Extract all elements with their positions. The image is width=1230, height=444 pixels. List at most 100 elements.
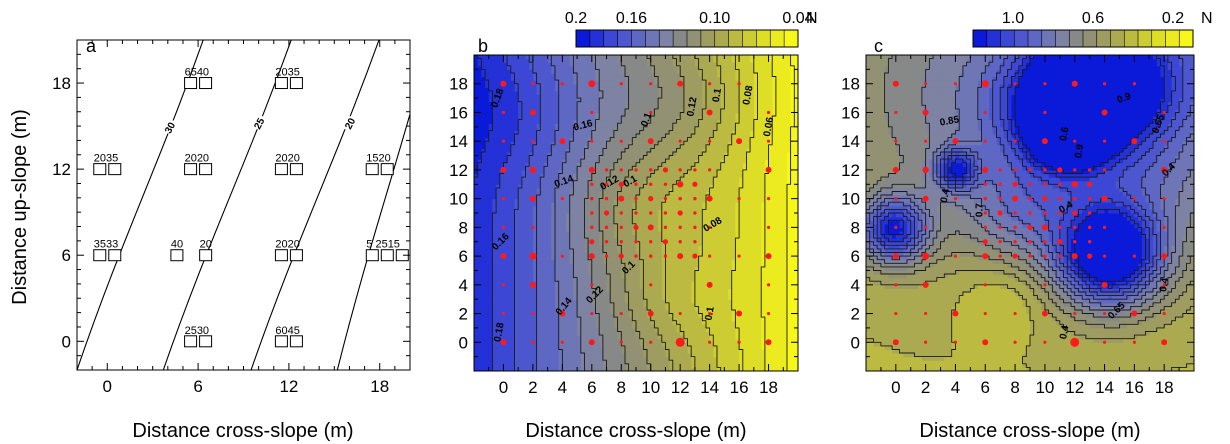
panel-b-cell xyxy=(624,245,630,250)
panel-b-cell xyxy=(551,62,556,67)
panel-b-cell xyxy=(639,58,644,63)
panel-b-cell xyxy=(624,274,630,279)
panel-b-cell xyxy=(481,263,486,268)
panel-b-cell xyxy=(492,80,497,85)
panel-b-cell xyxy=(525,259,530,264)
panel-b-cell xyxy=(525,360,530,365)
panel-b-cell xyxy=(536,209,541,214)
panel-b-cell xyxy=(543,123,549,128)
panel-b-cell xyxy=(584,148,589,153)
panel-b-cell xyxy=(647,248,652,254)
panel-b-cell xyxy=(555,263,560,268)
panel-b-cell xyxy=(536,108,541,114)
panel-b-cell xyxy=(481,101,486,106)
panel-b-cell xyxy=(562,349,567,354)
panel-b-cell xyxy=(588,220,593,225)
panel-b-cell xyxy=(540,220,545,225)
panel-b-cell xyxy=(669,137,674,142)
panel-b-cell xyxy=(661,284,667,290)
panel-b-cell xyxy=(613,342,619,347)
panel-b-cell xyxy=(543,72,549,78)
panel-b-cell xyxy=(606,159,611,164)
panel-b-cell xyxy=(558,148,563,153)
panel-b-cell xyxy=(602,126,608,132)
panel-b-cell xyxy=(492,309,497,315)
panel-b-cell xyxy=(577,363,582,369)
panel-b-cell xyxy=(661,119,667,124)
panel-b-cell xyxy=(566,259,571,264)
panel-b-cell xyxy=(485,238,490,243)
panel-b-cell xyxy=(555,80,560,85)
panel-b-cell xyxy=(610,252,615,257)
panel-b-cell xyxy=(496,119,501,124)
panel-b-cell xyxy=(588,284,593,290)
panel-b-cell xyxy=(595,162,600,167)
panel-b-cell xyxy=(584,353,589,358)
panel-b-cell xyxy=(580,335,586,340)
panel-b-cell xyxy=(521,108,527,114)
panel-b-cell xyxy=(566,112,571,117)
panel-b-cell xyxy=(613,327,619,333)
panel-b-cell xyxy=(514,270,519,275)
panel-b-cell xyxy=(492,76,497,81)
panel-b-cell xyxy=(562,198,567,203)
panel-b-cell xyxy=(558,238,563,243)
panel-b-cell xyxy=(477,69,482,74)
panel-b-cell xyxy=(621,259,626,264)
panel-b-cell xyxy=(632,105,637,110)
panel-b-cell xyxy=(492,241,497,246)
panel-b-cell xyxy=(639,342,644,347)
panel-b-cell xyxy=(672,94,678,99)
panel-b-cell xyxy=(584,58,589,63)
panel-b-cell xyxy=(584,299,589,304)
panel-b-cell xyxy=(650,134,656,139)
panel-b-cell xyxy=(580,274,586,279)
panel-b-cell xyxy=(588,148,593,153)
panel-b-cell xyxy=(562,55,567,60)
panel-b-cell xyxy=(492,216,497,221)
panel-b-cell xyxy=(610,184,615,189)
panel-b-cell xyxy=(488,263,494,268)
panel-b-cell xyxy=(481,248,486,254)
panel-b-cell xyxy=(591,292,597,297)
panel-b-cell xyxy=(617,356,622,361)
panel-b-cell xyxy=(617,345,622,351)
panel-b-cell xyxy=(658,119,663,124)
panel-b-cell xyxy=(507,155,512,160)
panel-b-cell xyxy=(488,134,494,139)
panel-b-cell xyxy=(595,238,600,243)
panel-b-cell xyxy=(474,72,479,78)
panel-b-cell xyxy=(650,112,656,117)
panel-b-cell xyxy=(588,198,593,203)
panel-b-cell xyxy=(510,342,516,347)
panel-b-cell xyxy=(547,191,552,196)
panel-b-cell xyxy=(547,166,552,171)
plot-box xyxy=(289,77,303,90)
panel-b-cell xyxy=(599,324,604,329)
panel-b-cell xyxy=(610,277,615,282)
panel-b-cell xyxy=(606,187,611,193)
panel-b-cell xyxy=(558,256,563,261)
panel-b-cell xyxy=(639,55,644,60)
panel-b-cell xyxy=(518,98,523,103)
panel-b-cell xyxy=(551,327,556,333)
panel-b-cell xyxy=(540,159,545,164)
panel-b-cell xyxy=(588,58,593,63)
panel-b-cell xyxy=(474,270,479,275)
panel-b-cell xyxy=(510,266,516,272)
panel-b-cell xyxy=(610,360,615,365)
panel-b-cell xyxy=(624,220,630,225)
panel-b-cell xyxy=(669,274,674,279)
panel-b-cell xyxy=(558,65,563,70)
panel-b-cell xyxy=(536,159,541,164)
panel-b-cell xyxy=(669,213,674,218)
panel-b-cell xyxy=(532,141,538,146)
panel-b-cell xyxy=(610,284,615,290)
panel-b-cell xyxy=(606,234,611,239)
panel-b-cell xyxy=(661,309,667,315)
panel-b-cell xyxy=(514,281,519,286)
slope-contour-label-bg xyxy=(248,116,269,130)
panel-b-cell xyxy=(474,274,479,279)
panel-b-cell xyxy=(624,327,630,333)
panel-b-cell xyxy=(532,202,538,207)
